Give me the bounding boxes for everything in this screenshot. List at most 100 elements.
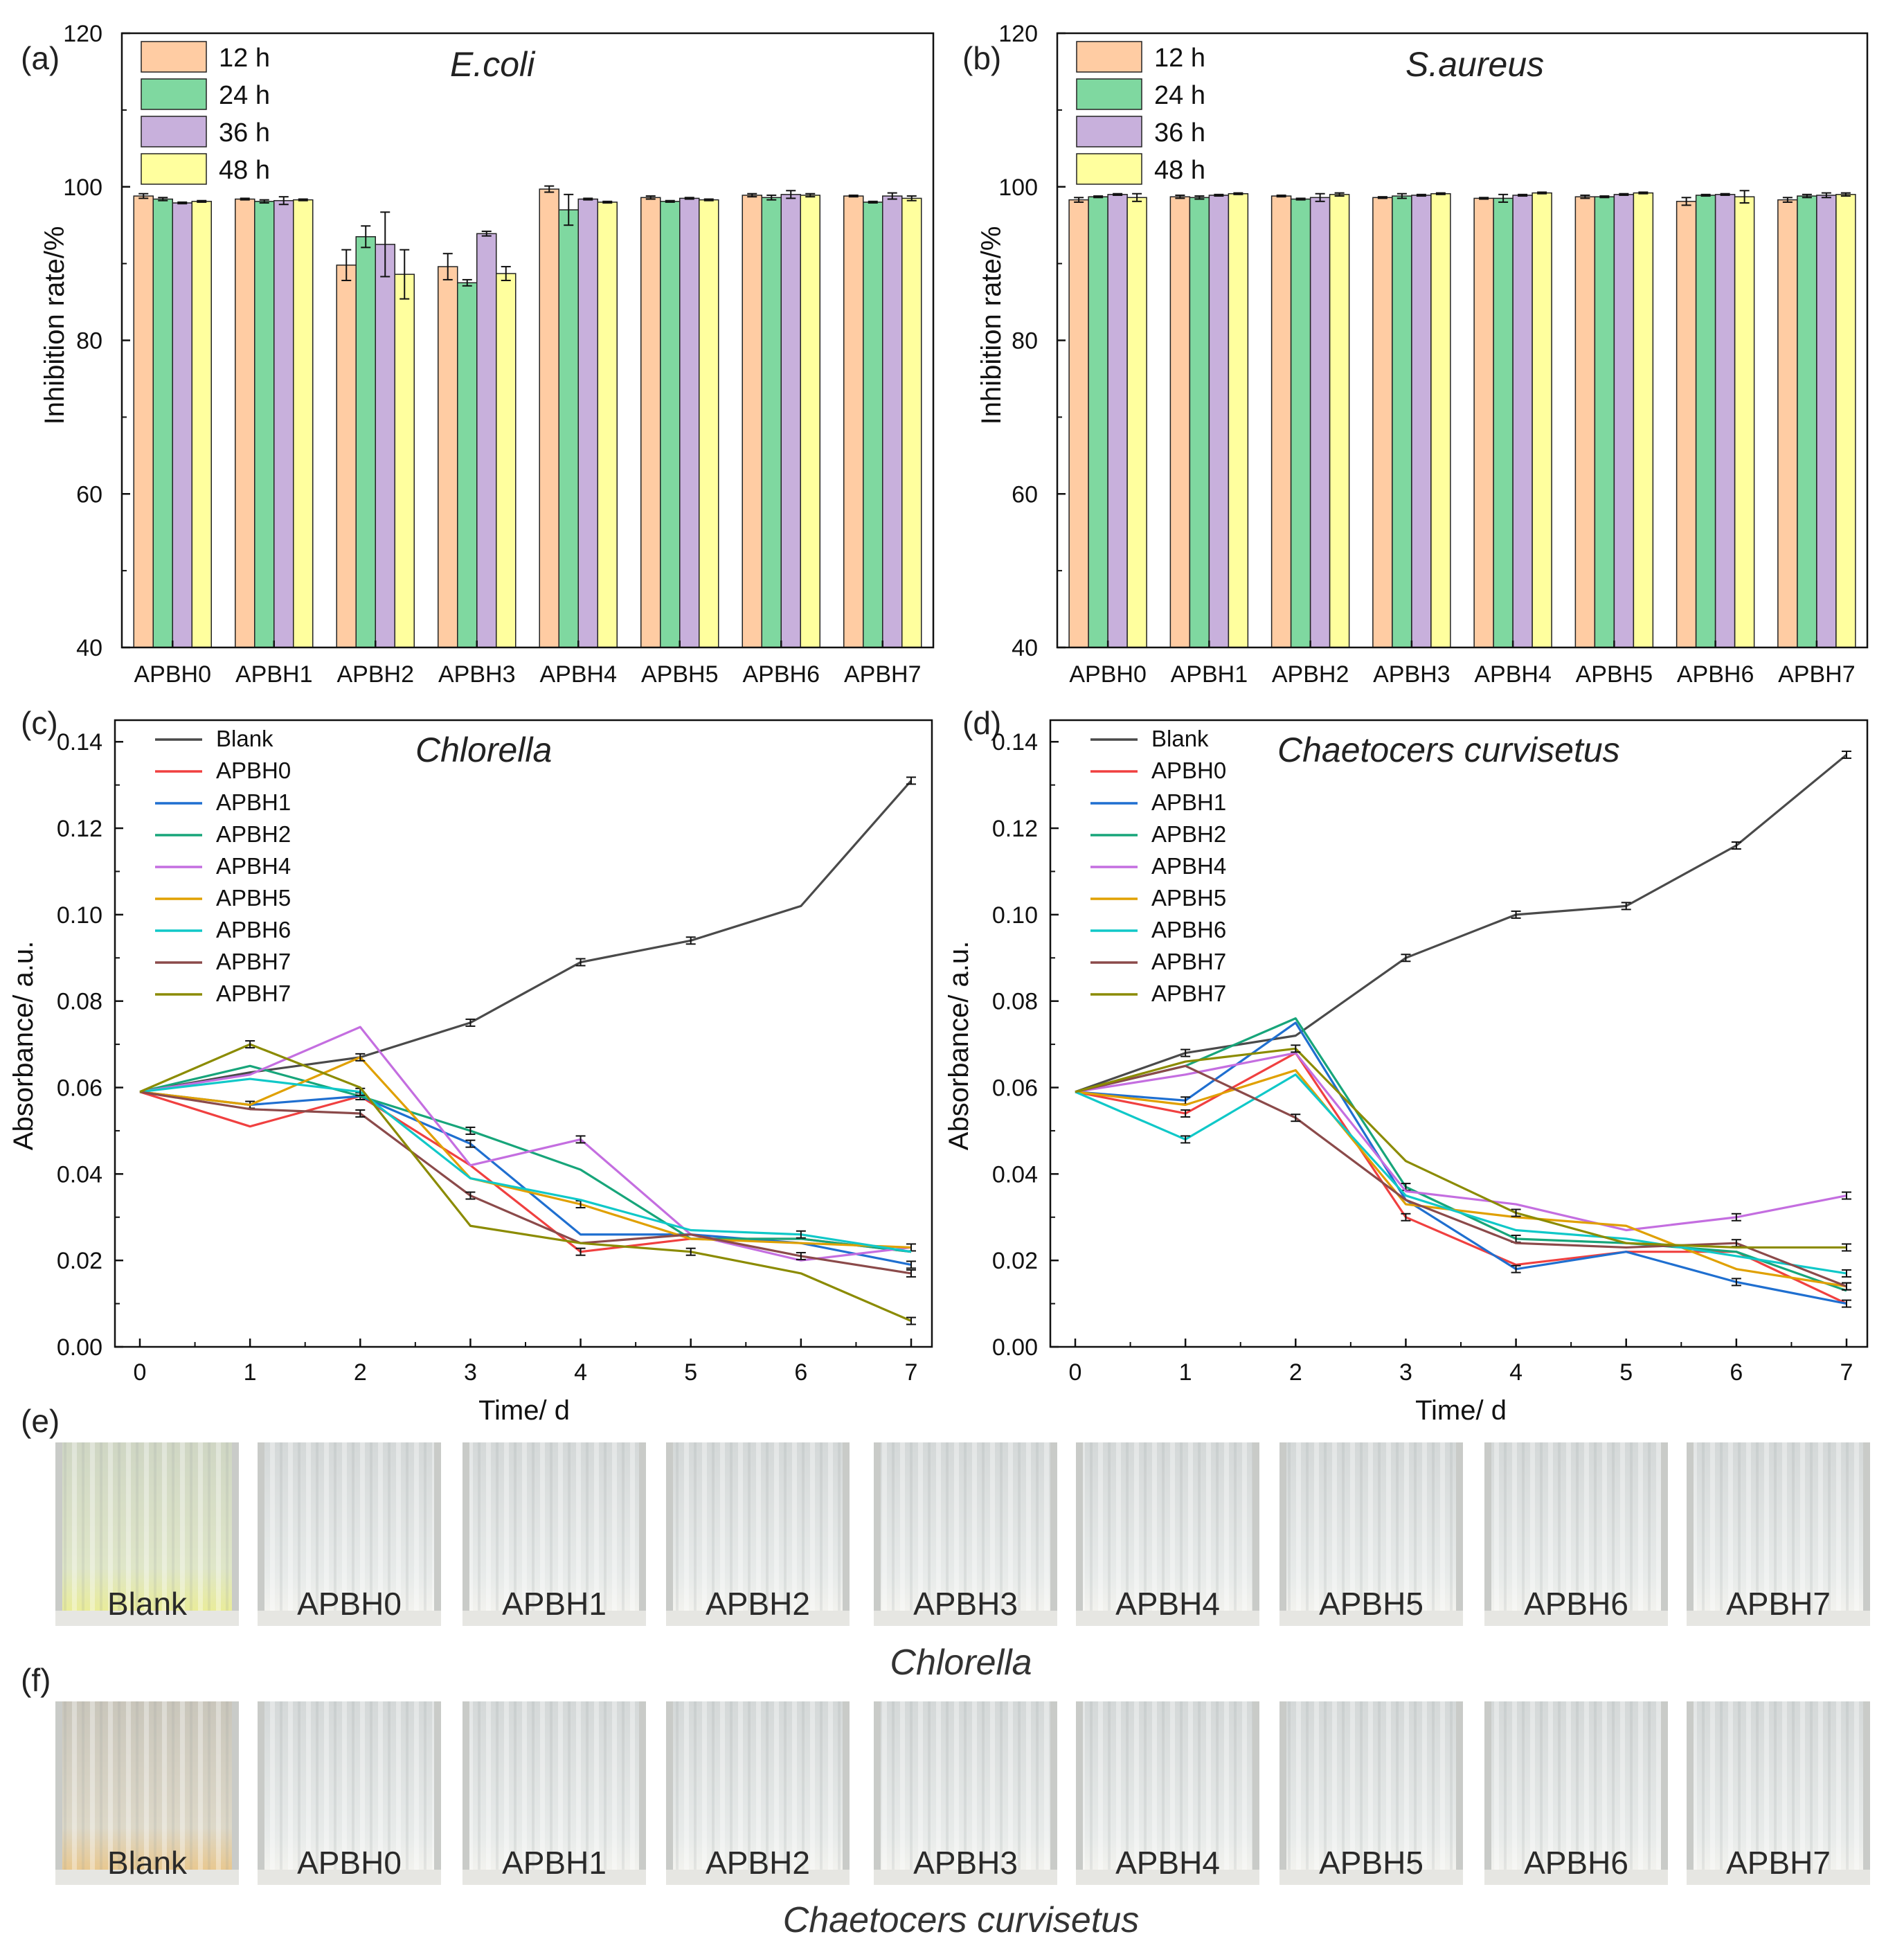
- y-tick-label: 0.00: [992, 1334, 1038, 1361]
- x-tick-label: 4: [1509, 1359, 1523, 1386]
- photo-label-APBH4: APBH4: [1115, 1845, 1220, 1881]
- bar-36h-APBH2: [1309, 197, 1331, 648]
- panel-d-xlabel: Time/ d: [1415, 1395, 1507, 1426]
- error-bar-24h-APBH2: [1295, 197, 1306, 201]
- error-bar-36h-APBH3: [481, 231, 492, 237]
- error-bar-48h-APBH4: [602, 200, 613, 204]
- error-bar-APBH7-day2: [1291, 1113, 1301, 1122]
- error-bar-48h-APBH7: [1840, 192, 1851, 197]
- error-bar-Blank-day4: [575, 958, 586, 967]
- legend-label-36h: 36 h: [1154, 118, 1205, 147]
- error-bar-APBH7-day3: [465, 1191, 476, 1200]
- bar-12h-APBH6: [1676, 201, 1697, 648]
- bar-48h-APBH5: [1633, 192, 1654, 648]
- bar-12h-APBH2: [1270, 195, 1292, 648]
- table-surface: [1687, 1870, 1870, 1885]
- panel-d: (d) Chaetocers curvisetus Absorbance/ a.…: [944, 705, 1869, 1426]
- photo-APBH4: APBH4: [1076, 1442, 1259, 1626]
- bar-36h-APBH7: [1816, 195, 1837, 648]
- bar-36h-APBH1: [1208, 195, 1230, 648]
- bar-24h-APBH7: [863, 202, 883, 648]
- series-line-APBH1: [1075, 1021, 1847, 1305]
- bar-36h-APBH2: [375, 244, 395, 648]
- error-bar-24h-APBH0: [158, 197, 168, 202]
- error-bar-APBH4-day7: [1842, 1191, 1851, 1200]
- y-tick-label: 60: [1012, 481, 1038, 508]
- table-surface: [1076, 1611, 1259, 1626]
- y-tick-label: 0.10: [992, 902, 1038, 929]
- beaker-flutes: [881, 1701, 1050, 1870]
- legend-label-APBH5: APBH5: [216, 885, 291, 911]
- x-tick-label: 6: [794, 1359, 807, 1386]
- beaker-flutes: [1694, 1442, 1863, 1611]
- error-bar-24h-APBH1: [1194, 195, 1205, 200]
- legend-swatch-48h: [1076, 153, 1142, 185]
- x-tick-label: 7: [1840, 1359, 1853, 1386]
- bar-12h-APBH3: [438, 266, 458, 648]
- bar-12h-APBH1: [235, 198, 255, 648]
- legend-label-APBH7-b: APBH7: [216, 981, 291, 1006]
- y-tick-label: 0.02: [57, 1248, 102, 1274]
- x-tick-label-APBH4: APBH4: [1474, 661, 1552, 688]
- x-tick-label: 0: [1069, 1359, 1082, 1386]
- y-tick-label: 0.02: [992, 1248, 1038, 1274]
- legend-label-48h: 48 h: [1154, 156, 1205, 185]
- error-bar-APBH6-day1: [1180, 1135, 1191, 1144]
- legend-label-24h: 24 h: [1154, 81, 1205, 110]
- bar-48h-APBH1: [1228, 193, 1249, 648]
- error-bar-12h-APBH4: [1479, 197, 1489, 200]
- x-tick-label: 3: [1399, 1359, 1412, 1386]
- bar-36h-APBH5: [679, 197, 700, 648]
- photo-label-APBH5: APBH5: [1319, 1845, 1423, 1881]
- bar-24h-APBH0: [1088, 196, 1108, 648]
- bar-12h-APBH5: [640, 197, 661, 648]
- error-bar-APBH2-day3: [465, 1126, 476, 1135]
- y-tick-label: 0.14: [57, 729, 102, 755]
- error-bar-48h-APBH3: [1435, 192, 1446, 195]
- panel-c: (c) Chlorella Absorbance/ a.u. Time/ d 0…: [8, 705, 933, 1426]
- series-line-APBH0: [139, 1091, 912, 1253]
- bar-48h-APBH0: [1126, 197, 1147, 648]
- error-bar-Blank-day6: [1731, 841, 1741, 850]
- error-bar-Blank-day5: [685, 936, 696, 945]
- bar-48h-APBH4: [1532, 192, 1552, 648]
- error-bar-12h-APBH6: [747, 193, 757, 198]
- error-bar-APBH4-day6: [1731, 1213, 1741, 1222]
- panel-a-plot: 40 60 80 100 120 APBH0 APBH1 APBH2 APBH3 APBH4 APB…: [63, 21, 935, 688]
- error-bar-48h-APBH6: [805, 193, 816, 198]
- error-bar-36h-APBH4: [1518, 193, 1528, 197]
- legend-label-APBH7: APBH7: [216, 949, 291, 974]
- photo-label-APBH2: APBH2: [706, 1586, 810, 1622]
- table-surface: [462, 1611, 646, 1626]
- panel-a-title: E.coli: [450, 45, 536, 84]
- table-surface: [874, 1870, 1057, 1885]
- error-bar-48h-APBH5: [703, 198, 714, 202]
- error-bar-12h-APBH0: [138, 193, 149, 199]
- error-bar-APBH7-day4: [1511, 1208, 1521, 1217]
- legend-label-APBH1: APBH1: [1151, 789, 1226, 815]
- beaker-flutes: [1083, 1442, 1252, 1611]
- legend: 12 h 24 h 36 h 48 h: [1076, 41, 1205, 185]
- bar-12h-APBH7: [1777, 199, 1798, 648]
- error-bar-24h-APBH4: [1498, 193, 1509, 203]
- bar-36h-APBH3: [476, 233, 497, 648]
- beaker-flutes: [1083, 1701, 1252, 1870]
- legend: Blank APBH0 APBH1 APBH2 APBH4 APBH5 APBH6 APBH7…: [155, 726, 291, 1006]
- panel-c-plot: 0.00 0.02 0.04 0.06 0.08 0.10 0.12 0.14 0 1 2 3 4 5 6 7…: [57, 719, 933, 1386]
- photo-label-APBH1: APBH1: [502, 1845, 607, 1881]
- bar-36h-APBH3: [1411, 195, 1432, 648]
- error-bar-Blank-day7: [906, 776, 916, 785]
- photo-label-APBH3: APBH3: [913, 1586, 1018, 1622]
- error-bar-Blank-day5: [1621, 902, 1631, 911]
- panel-a-label: (a): [21, 40, 60, 76]
- error-bar-48h-APBH4: [1537, 191, 1547, 195]
- bar-36h-APBH0: [172, 202, 192, 648]
- error-bar-48h-APBH1: [1233, 192, 1243, 195]
- legend-label-Blank: Blank: [1151, 726, 1209, 751]
- beaker-flutes: [1491, 1701, 1661, 1870]
- series-line-APBH7-b: [1075, 1047, 1847, 1249]
- bar-48h-APBH6: [1734, 196, 1755, 648]
- bar-48h-APBH3: [1430, 193, 1451, 648]
- bar-12h-APBH0: [1068, 199, 1089, 648]
- y-tick-label: 0.08: [992, 989, 1038, 1015]
